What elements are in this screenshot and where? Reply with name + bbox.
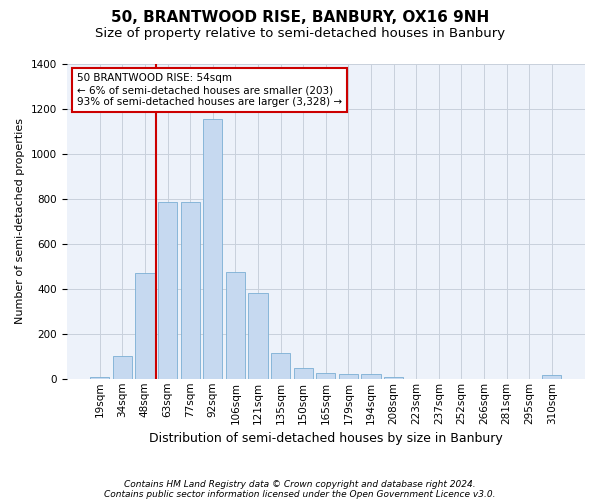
- Bar: [248, 293, 268, 379]
- Y-axis label: Number of semi-detached properties: Number of semi-detached properties: [15, 118, 25, 324]
- Bar: [293, 368, 313, 379]
- Bar: [181, 202, 200, 379]
- Bar: [90, 376, 109, 379]
- Bar: [203, 119, 223, 379]
- Text: Contains public sector information licensed under the Open Government Licence v3: Contains public sector information licen…: [104, 490, 496, 499]
- Text: Size of property relative to semi-detached houses in Banbury: Size of property relative to semi-detach…: [95, 28, 505, 40]
- Bar: [136, 274, 155, 379]
- Bar: [542, 376, 562, 379]
- Bar: [339, 374, 358, 379]
- Bar: [384, 376, 403, 379]
- Text: Contains HM Land Registry data © Crown copyright and database right 2024.: Contains HM Land Registry data © Crown c…: [124, 480, 476, 489]
- Bar: [158, 202, 177, 379]
- Text: 50, BRANTWOOD RISE, BANBURY, OX16 9NH: 50, BRANTWOOD RISE, BANBURY, OX16 9NH: [111, 10, 489, 25]
- Bar: [271, 353, 290, 379]
- Bar: [316, 372, 335, 379]
- Bar: [226, 272, 245, 379]
- X-axis label: Distribution of semi-detached houses by size in Banbury: Distribution of semi-detached houses by …: [149, 432, 503, 445]
- Text: 50 BRANTWOOD RISE: 54sqm
← 6% of semi-detached houses are smaller (203)
93% of s: 50 BRANTWOOD RISE: 54sqm ← 6% of semi-de…: [77, 74, 342, 106]
- Bar: [113, 356, 132, 379]
- Bar: [361, 374, 380, 379]
